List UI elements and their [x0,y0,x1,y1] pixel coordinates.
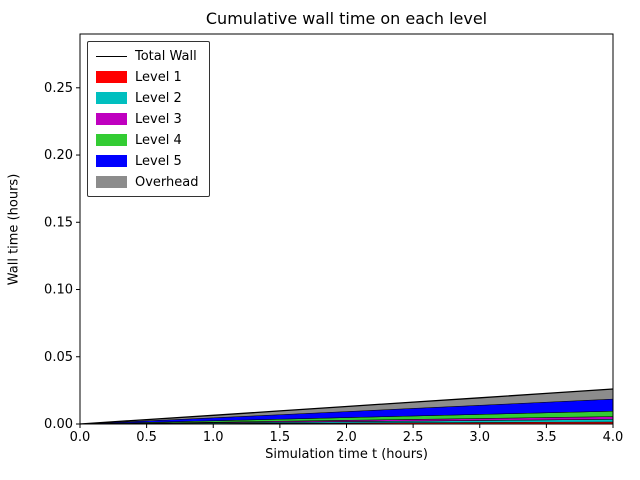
legend: Total Wall Level 1 Level 2 Level 3 Level 4 Le… [87,41,210,197]
legend-entry-overhead: Overhead [96,174,199,190]
legend-color-patch [96,155,127,167]
y-axis-label: Wall time (hours) [6,173,22,286]
legend-entry-level-5: Level 5 [96,153,199,169]
legend-color-patch [96,113,127,125]
x-tick-label: 1.0 [203,430,224,445]
legend-label: Overhead [135,174,199,190]
legend-entry-level-3: Level 3 [96,111,199,127]
x-tick-label: 3.0 [469,430,490,445]
legend-line-sample [96,55,127,57]
x-tick-label: 2.5 [403,430,424,445]
y-tick-label: 0.25 [44,81,73,96]
legend-label: Level 4 [135,132,182,148]
legend-color-patch [96,71,127,83]
legend-entry-level-1: Level 1 [96,69,199,85]
legend-label: Level 1 [135,69,182,85]
legend-entry-level-4: Level 4 [96,132,199,148]
y-tick-label: 0.15 [44,215,73,230]
x-tick-label: 2.0 [336,430,357,445]
chart-title: Cumulative wall time on each level [205,9,488,28]
legend-label: Level 3 [135,111,182,127]
x-axis-label: Simulation time t (hours) [265,447,428,462]
y-tick-label: 0.10 [44,283,73,298]
legend-entry-level-2: Level 2 [96,90,199,106]
x-tick-label: 4.0 [603,430,624,445]
legend-label: Total Wall [135,48,197,64]
y-tick-label: 0.00 [44,417,73,432]
legend-color-patch [96,176,127,188]
x-tick-label: 0.5 [136,430,157,445]
y-tick-label: 0.20 [44,148,73,163]
total-wall-line [79,388,614,425]
legend-color-patch [96,134,127,146]
x-tick-label: 1.5 [270,430,291,445]
legend-color-patch [96,92,127,104]
x-tick-label: 0.0 [70,430,91,445]
legend-entry-total-wall: Total Wall [96,48,199,64]
legend-label: Level 2 [135,90,182,106]
y-tick-label: 0.05 [44,350,73,365]
legend-label: Level 5 [135,153,182,169]
x-tick-label: 3.5 [536,430,557,445]
